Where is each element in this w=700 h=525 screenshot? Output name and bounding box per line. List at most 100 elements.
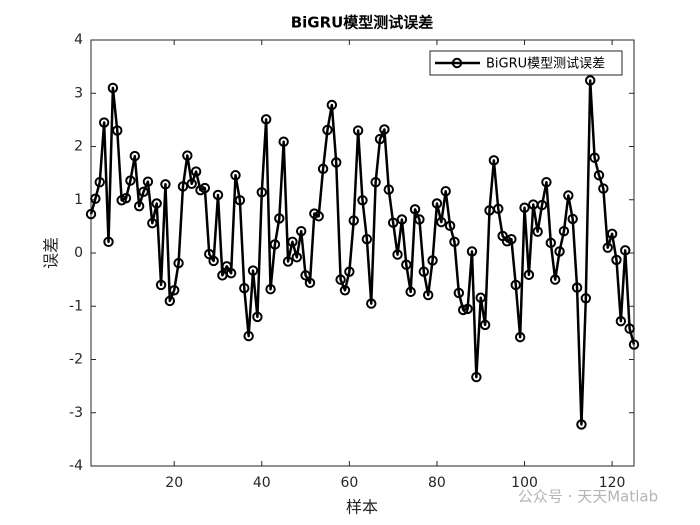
- data-point: [585, 75, 596, 86]
- data-point: [405, 286, 416, 298]
- data-point: [567, 213, 578, 225]
- data-point: [606, 228, 618, 240]
- data-point: [620, 245, 631, 256]
- data-point: [212, 189, 224, 201]
- data-point: [243, 330, 254, 342]
- data-point: [256, 187, 267, 198]
- data-point: [444, 220, 456, 232]
- data-point: [103, 236, 114, 248]
- data-point: [589, 152, 600, 163]
- data-point: [247, 265, 259, 276]
- data-point: [506, 233, 517, 245]
- y-tick-label: 1: [74, 192, 83, 208]
- data-point: [462, 303, 473, 315]
- data-point: [401, 259, 412, 270]
- data-point: [488, 155, 500, 166]
- data-point: [225, 268, 237, 279]
- data-point: [138, 186, 149, 197]
- x-tick-label: 20: [165, 475, 183, 491]
- data-point: [523, 269, 535, 281]
- data-point: [186, 178, 197, 189]
- chart-title: BiGRU模型测试误差: [291, 14, 434, 32]
- data-point: [230, 170, 241, 181]
- data-point: [190, 166, 202, 177]
- legend-marker: [451, 57, 463, 69]
- data-point: [282, 256, 294, 267]
- data-point: [414, 214, 425, 225]
- data-point: [287, 236, 298, 248]
- data-point: [549, 274, 561, 285]
- x-tick-label: 100: [511, 475, 538, 491]
- data-point: [164, 295, 176, 307]
- data-point: [532, 226, 543, 237]
- x-axis-label: 样本: [346, 498, 378, 517]
- data-point: [598, 183, 609, 194]
- data-point: [611, 254, 622, 266]
- data-point: [449, 236, 460, 248]
- data-point: [107, 82, 119, 94]
- data-point: [177, 181, 189, 192]
- data-point: [199, 182, 211, 194]
- data-point: [571, 282, 583, 293]
- data-point: [466, 246, 478, 257]
- data-point: [366, 298, 377, 309]
- data-point: [147, 217, 158, 229]
- data-point: [160, 179, 171, 190]
- data-point: [458, 304, 469, 316]
- y-tick-label: 4: [74, 32, 83, 48]
- data-point: [322, 124, 333, 136]
- data-point: [615, 315, 627, 327]
- data-point: [85, 208, 97, 220]
- y-tick-label: -1: [69, 298, 83, 314]
- data-point: [379, 124, 390, 135]
- data-point: [133, 200, 145, 212]
- data-point: [331, 157, 342, 168]
- data-point: [453, 287, 465, 299]
- data-point: [295, 225, 307, 237]
- data-point: [554, 246, 565, 257]
- data-point: [370, 176, 381, 188]
- data-point: [304, 277, 316, 289]
- data-point: [98, 117, 110, 128]
- data-point: [112, 125, 123, 136]
- data-point: [427, 255, 438, 266]
- data-point: [418, 266, 430, 277]
- data-point: [155, 279, 167, 291]
- data-point: [479, 319, 491, 331]
- data-point: [182, 150, 193, 161]
- data-point: [252, 311, 263, 323]
- x-tick-label: 120: [599, 475, 626, 491]
- data-point: [541, 176, 552, 188]
- x-tick-label: 60: [340, 475, 358, 491]
- data-point: [431, 198, 443, 209]
- data-point: [274, 213, 285, 224]
- watermark: 公众号 · 天天Matlab: [518, 488, 658, 506]
- data-point: [493, 203, 504, 215]
- data-point: [317, 163, 329, 175]
- data-point: [580, 293, 592, 304]
- data-point: [545, 237, 556, 249]
- data-point: [422, 289, 434, 301]
- data-point: [339, 285, 351, 296]
- data-point: [120, 192, 132, 204]
- data-point: [335, 274, 346, 285]
- data-point: [291, 252, 303, 263]
- data-point: [374, 133, 386, 145]
- data-point: [519, 202, 530, 213]
- data-point: [396, 214, 408, 225]
- data-point: [563, 190, 574, 201]
- x-tick-label: 80: [428, 475, 446, 491]
- data-point: [514, 331, 526, 343]
- data-point: [94, 176, 105, 188]
- data-point: [300, 270, 311, 281]
- data-point: [475, 292, 486, 303]
- data-point: [90, 193, 101, 204]
- data-point: [628, 339, 640, 350]
- data-point: [576, 419, 587, 430]
- y-axis-label: 误差: [42, 237, 61, 269]
- data-point: [348, 215, 359, 226]
- x-tick-label: 40: [253, 475, 271, 491]
- data-point: [536, 199, 548, 211]
- data-point: [239, 282, 250, 294]
